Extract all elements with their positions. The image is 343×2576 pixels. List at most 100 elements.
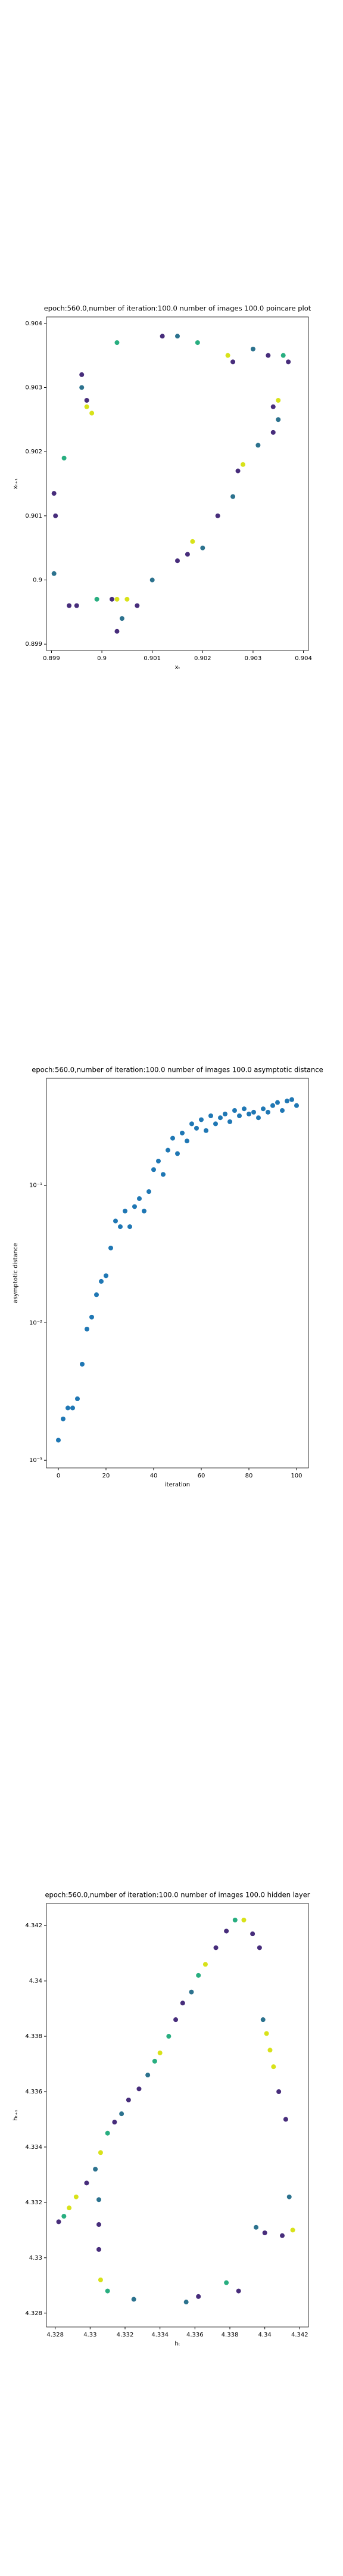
y-axis-label: asymptotic distance bbox=[13, 1243, 19, 1303]
y-tick-label: 4.336 bbox=[25, 2089, 42, 2095]
point bbox=[166, 2034, 172, 2039]
point bbox=[266, 353, 271, 358]
point bbox=[161, 1172, 166, 1177]
point bbox=[266, 1109, 270, 1115]
point bbox=[251, 1109, 256, 1115]
point bbox=[185, 1138, 189, 1144]
x-tick-label: 0.902 bbox=[194, 655, 211, 662]
y-tick-label: 4.342 bbox=[25, 1922, 42, 1929]
point bbox=[232, 1108, 237, 1113]
x-tick-label: 0.9 bbox=[97, 655, 107, 662]
point bbox=[93, 2167, 98, 2172]
y-tick-label: 4.33 bbox=[29, 2255, 42, 2261]
point bbox=[96, 2247, 101, 2252]
y-tick-label: 0.901 bbox=[25, 513, 42, 519]
point bbox=[73, 2194, 79, 2199]
x-tick-label: 0.903 bbox=[245, 655, 262, 662]
x-tick-label: 0 bbox=[57, 1473, 60, 1479]
point bbox=[175, 1151, 180, 1156]
x-tick-label: 4.332 bbox=[117, 2332, 134, 2338]
point bbox=[264, 2031, 269, 2036]
y-axis-label: hₜ₊₁ bbox=[13, 2110, 19, 2121]
x-axis-label: iteration bbox=[165, 1482, 190, 1488]
point bbox=[170, 1135, 175, 1141]
y-tick-label: 4.328 bbox=[25, 2310, 42, 2317]
point bbox=[280, 1108, 285, 1113]
point bbox=[283, 2117, 288, 2122]
point bbox=[280, 353, 286, 358]
point bbox=[89, 410, 95, 416]
point bbox=[94, 596, 99, 602]
point bbox=[270, 1103, 275, 1108]
point bbox=[51, 491, 57, 496]
point bbox=[175, 334, 180, 339]
point bbox=[276, 417, 281, 422]
point bbox=[190, 539, 195, 544]
x-tick-label: 100 bbox=[291, 1473, 302, 1479]
point bbox=[276, 398, 281, 403]
point bbox=[173, 2017, 179, 2023]
point bbox=[99, 1278, 104, 1284]
point bbox=[61, 1416, 66, 1421]
point bbox=[235, 468, 241, 474]
x-tick-label: 4.34 bbox=[258, 2332, 272, 2338]
point bbox=[276, 2089, 282, 2094]
y-tick-label: 0.904 bbox=[25, 321, 42, 327]
point bbox=[270, 430, 276, 435]
y-tick-label: 4.34 bbox=[29, 1978, 42, 1984]
x-tick-label: 40 bbox=[150, 1473, 158, 1479]
y-axis-label: xₜ₊₁ bbox=[13, 478, 19, 489]
point bbox=[230, 359, 236, 365]
point bbox=[213, 1945, 219, 1950]
point bbox=[136, 2086, 142, 2092]
point bbox=[113, 1218, 118, 1224]
point bbox=[289, 1097, 294, 1102]
point bbox=[61, 455, 67, 461]
point bbox=[156, 1158, 161, 1163]
point bbox=[84, 2180, 89, 2186]
point bbox=[241, 462, 245, 467]
y-tick-label: 10⁻³ bbox=[29, 1457, 42, 1464]
point bbox=[261, 1106, 266, 1112]
point bbox=[286, 2194, 292, 2199]
x-tick-label: 20 bbox=[102, 1473, 110, 1479]
plot-frame bbox=[46, 1078, 309, 1469]
point bbox=[105, 2130, 110, 2136]
point bbox=[237, 1113, 242, 1119]
point bbox=[96, 2197, 101, 2202]
point bbox=[275, 1100, 280, 1105]
point bbox=[131, 2297, 136, 2302]
point bbox=[224, 2280, 229, 2285]
point bbox=[213, 1121, 218, 1127]
x-tick-label: 4.334 bbox=[151, 2332, 169, 2338]
point bbox=[85, 1326, 89, 1331]
x-tick-label: 0.899 bbox=[43, 655, 60, 662]
point bbox=[260, 2017, 266, 2023]
point bbox=[84, 398, 89, 403]
point bbox=[98, 2278, 103, 2282]
point bbox=[96, 2222, 101, 2227]
point bbox=[151, 1167, 156, 1172]
point bbox=[199, 1117, 204, 1122]
point bbox=[110, 596, 114, 602]
plot-frame bbox=[46, 1903, 309, 2328]
x-tick-label: 4.342 bbox=[291, 2332, 308, 2338]
point bbox=[250, 346, 255, 351]
x-tick-label: 0.901 bbox=[144, 655, 161, 662]
y-tick-label: 4.338 bbox=[25, 2033, 42, 2040]
point bbox=[224, 1928, 229, 1934]
point bbox=[262, 2230, 267, 2235]
point bbox=[271, 2064, 276, 2070]
x-axis-label: hₜ bbox=[174, 2341, 180, 2347]
point bbox=[114, 596, 120, 602]
point bbox=[270, 404, 276, 409]
point bbox=[61, 2214, 67, 2219]
point bbox=[257, 1945, 262, 1950]
plot-frame bbox=[46, 316, 309, 651]
point bbox=[200, 545, 205, 550]
point bbox=[56, 1438, 61, 1443]
point bbox=[242, 1106, 247, 1112]
x-tick-label: 60 bbox=[198, 1473, 205, 1479]
point bbox=[104, 1273, 108, 1278]
